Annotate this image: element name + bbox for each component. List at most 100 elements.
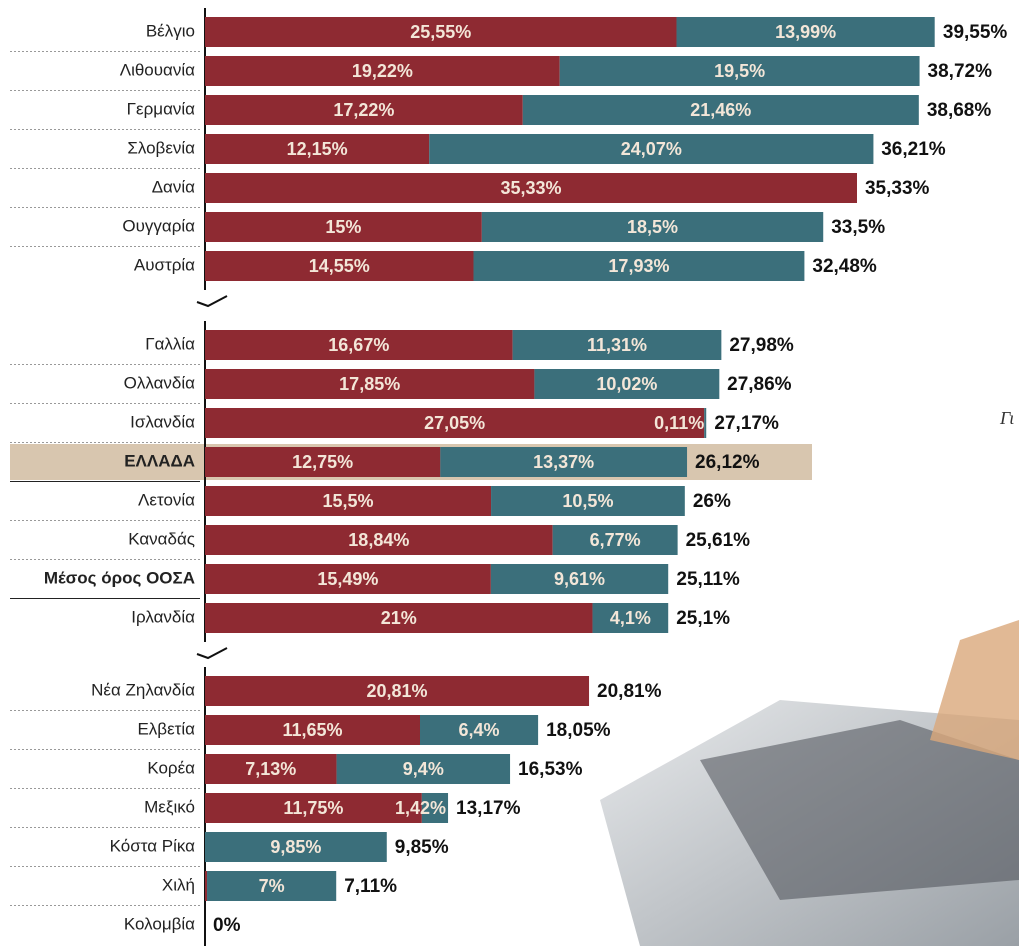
segment-label: 12,15% xyxy=(287,139,348,159)
bar-segment xyxy=(704,408,707,438)
bar-segment xyxy=(205,369,535,399)
total-label: 27,86% xyxy=(727,374,792,395)
bar-segment xyxy=(440,447,688,477)
category-label: Κόστα Ρίκα xyxy=(110,836,196,855)
total-label: 9,85% xyxy=(395,837,449,858)
category-label: Νέα Ζηλανδία xyxy=(91,680,195,699)
bar-segment xyxy=(205,330,513,360)
category-label: Λετονία xyxy=(138,490,195,509)
category-label: Βέλγιο xyxy=(146,21,195,40)
segment-label: 7% xyxy=(259,876,285,896)
category-label: Κορέα xyxy=(147,758,195,777)
bar-segment xyxy=(205,134,430,164)
category-label: Σλοβενία xyxy=(127,138,195,157)
total-label: 16,53% xyxy=(518,759,583,780)
category-label: Ουγγαρία xyxy=(122,216,195,235)
segment-label: 20,81% xyxy=(366,681,427,701)
total-label: 26% xyxy=(693,491,731,512)
segment-label: 17,93% xyxy=(608,256,669,276)
side-text: Γι xyxy=(999,408,1014,428)
segment-label: 6,77% xyxy=(590,530,641,550)
category-label: Καναδάς xyxy=(128,529,195,548)
bar-segment xyxy=(419,715,539,745)
total-label: 33,5% xyxy=(831,217,885,238)
bar-segment xyxy=(205,871,208,901)
category-label: Μεξικό xyxy=(144,797,195,816)
bar-segment xyxy=(205,17,677,47)
category-label: Μέσος όρος ΟΟΣΑ xyxy=(44,568,195,587)
bar-segment xyxy=(592,603,669,633)
segment-label: 10,5% xyxy=(562,491,613,511)
category-label: Αυστρία xyxy=(134,255,195,274)
segment-label: 11,31% xyxy=(587,335,647,355)
segment-label: 9,4% xyxy=(403,759,444,779)
segment-label: 19,22% xyxy=(352,61,413,81)
segment-label: 7,13% xyxy=(245,759,296,779)
segment-label: 9,85% xyxy=(270,837,321,857)
axis-break xyxy=(196,647,228,660)
bar-segment xyxy=(490,564,669,594)
segment-label: 4,1% xyxy=(610,608,651,628)
bar-segment xyxy=(205,212,482,242)
category-label: Ολλανδία xyxy=(124,373,196,392)
category-label: Δανία xyxy=(152,177,195,196)
segment-label: 15,5% xyxy=(322,491,373,511)
bar-segment xyxy=(205,793,422,823)
segment-label: 25,55% xyxy=(410,22,471,42)
segment-label: 18,5% xyxy=(627,217,678,237)
bar-segment xyxy=(205,486,492,516)
total-label: 20,81% xyxy=(597,681,662,702)
category-label: Ελβετία xyxy=(137,719,195,738)
total-label: 32,48% xyxy=(812,256,877,277)
segment-label: 10,02% xyxy=(596,374,657,394)
category-label: Λιθουανία xyxy=(120,60,195,79)
bar-segment xyxy=(205,408,705,438)
bar-segment xyxy=(552,525,678,555)
bar-segment xyxy=(207,871,337,901)
total-label: 0% xyxy=(213,915,241,936)
category-label: ΕΛΛΑΔΑ xyxy=(124,451,195,470)
bar-segment xyxy=(205,56,560,86)
segment-label: 11,65% xyxy=(282,720,342,740)
category-label: Γερμανία xyxy=(127,99,196,118)
segment-label: 15% xyxy=(325,217,361,237)
segment-label: 35,33% xyxy=(500,178,561,198)
bar-segment xyxy=(491,486,685,516)
segment-label: 15,49% xyxy=(317,569,378,589)
bar-segment xyxy=(205,564,491,594)
bar-segment xyxy=(205,754,337,784)
category-label: Γαλλία xyxy=(145,334,195,353)
bar-segment xyxy=(205,832,387,862)
bar-segment xyxy=(205,715,420,745)
segment-label: 17,85% xyxy=(339,374,400,394)
total-label: 39,55% xyxy=(943,22,1008,43)
category-label: Χιλή xyxy=(162,875,195,894)
segment-label: 19,5% xyxy=(714,61,765,81)
segment-label: 27,05% xyxy=(424,413,485,433)
segment-label: 1,42% xyxy=(395,798,446,818)
segment-label: 16,67% xyxy=(328,335,389,355)
bar-segment xyxy=(205,447,441,477)
total-label: 27,17% xyxy=(714,413,779,434)
bar-segment xyxy=(336,754,511,784)
category-label: Ιρλανδία xyxy=(131,607,195,626)
total-label: 25,61% xyxy=(686,530,751,551)
bar-segment xyxy=(205,251,474,281)
segment-label: 12,75% xyxy=(292,452,353,472)
category-label: Ισλανδία xyxy=(130,412,195,431)
bar-segment xyxy=(205,676,590,706)
total-label: 35,33% xyxy=(865,178,930,199)
segment-label: 13,99% xyxy=(775,22,836,42)
segment-label: 17,22% xyxy=(333,100,394,120)
segment-label: 13,37% xyxy=(533,452,594,472)
bar-segment xyxy=(522,95,919,125)
total-label: 27,98% xyxy=(729,335,794,356)
total-label: 18,05% xyxy=(546,720,611,741)
total-label: 7,11% xyxy=(344,876,397,897)
bar-segment xyxy=(481,212,824,242)
segment-label: 14,55% xyxy=(309,256,370,276)
segment-label: 11,75% xyxy=(283,798,343,818)
total-label: 13,17% xyxy=(456,798,521,819)
bar-segment xyxy=(205,603,593,633)
